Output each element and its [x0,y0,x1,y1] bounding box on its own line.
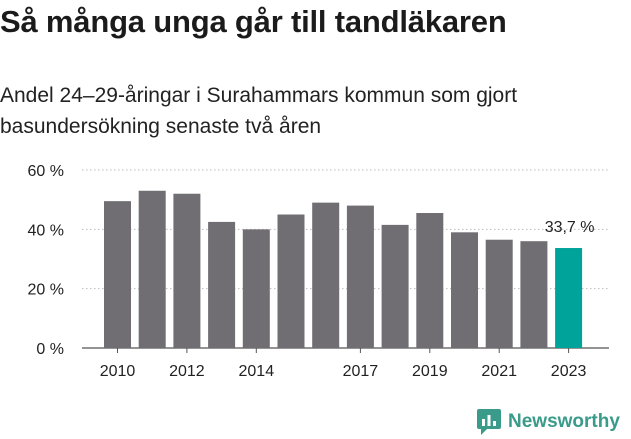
y-tick-label: 20 % [28,282,64,299]
x-tick-label: 2021 [481,363,517,380]
bar [104,201,131,348]
bar [242,229,270,348]
x-tick-label: 2023 [551,363,587,380]
newsworthy-logo-icon [477,409,501,435]
bar [208,221,236,348]
x-tick-label: 2010 [100,363,136,380]
bar [277,214,305,348]
bar [485,239,513,348]
bar [312,202,340,348]
bar [381,224,409,348]
chart-subtitle: Andel 24–29-åringar i Surahammars kommun… [0,84,518,138]
x-tick-label: 2014 [239,363,275,380]
y-tick-label: 60 % [28,163,64,180]
bar-chart: 0 % 20 % 40 % 60 % 33,7 % 2010 2012 2014 2017 201… [28,163,609,380]
bar [346,205,374,348]
x-tick-label: 2012 [169,363,205,380]
bar [555,248,583,348]
bar [520,241,548,348]
brand-logo[interactable]: Newsworthy [476,406,620,438]
data-label: 33,7 % [545,219,595,236]
bar [138,190,166,348]
bar [416,213,444,348]
y-tick-label: 40 % [28,222,64,239]
bar [173,193,201,348]
chart-title: Så många unga går till tandläkaren [0,4,507,39]
brand-name: Newsworthy [508,411,620,432]
x-tick-label: 2019 [412,363,448,380]
y-tick-label: 0 % [36,341,64,358]
x-tick-label: 2017 [343,363,379,380]
bar [451,232,478,348]
